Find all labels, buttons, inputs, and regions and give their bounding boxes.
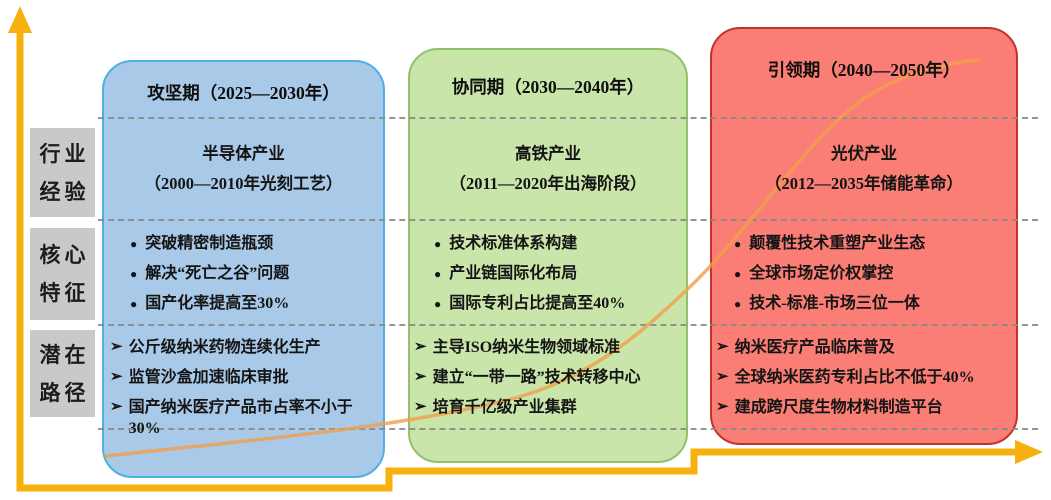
path-text: 主导ISO纳米生物领域标准 — [432, 339, 621, 356]
list-item: ● 国产化率提高至30% — [130, 293, 380, 315]
right-arrow-icon — [1015, 440, 1043, 464]
arrow-bullet-icon: ➢ — [716, 339, 729, 355]
bullet-dot-icon: ● — [734, 267, 742, 281]
row-label-line: 核心 — [39, 243, 90, 267]
list-item: ➢ 纳米医疗产品临床普及 — [716, 337, 1014, 358]
up-arrow-icon — [8, 6, 32, 33]
feature-text: 国际专利占比提高至40% — [449, 295, 626, 312]
experience-line: 高铁产业 — [515, 144, 581, 163]
list-item: ● 产业链国际化布局 — [434, 263, 682, 285]
path-text: 国产纳米医疗产品市占率不小于30% — [128, 399, 353, 437]
list-item: ● 解决“死亡之谷”问题 — [130, 263, 380, 285]
list-item: ● 技术-标准-市场三位一体 — [734, 293, 1014, 315]
experience-block-3: 光伏产业 （2012—2035年储能革命） — [710, 139, 1018, 199]
path-text: 全球纳米医药专利占比不低于40% — [734, 369, 975, 386]
feature-text: 技术标准体系构建 — [449, 235, 578, 252]
paths-list-1: ➢ 公斤级纳米药物连续化生产 ➢ 监管沙盒加速临床审批 ➢ 国产纳米医疗产品市占率不小… — [110, 337, 378, 448]
list-item: ● 全球市场定价权掌控 — [734, 263, 1014, 285]
row-label-line: 特征 — [39, 281, 90, 305]
list-item: ➢ 监管沙盒加速临床审批 — [110, 367, 378, 388]
experience-line: （2011—2020年出海阶段） — [449, 174, 647, 193]
experience-line: （2012—2035年储能革命） — [765, 174, 963, 193]
feature-text: 国产化率提高至30% — [145, 295, 290, 312]
bullet-dot-icon: ● — [434, 237, 442, 251]
experience-line: 光伏产业 — [831, 144, 897, 163]
list-item: ● 突破精密制造瓶颈 — [130, 233, 380, 255]
feature-text: 技术-标准-市场三位一体 — [749, 295, 920, 312]
bullet-dot-icon: ● — [130, 237, 138, 251]
row-separator-dashed — [98, 324, 1038, 326]
feature-text: 解决“死亡之谷”问题 — [145, 265, 290, 282]
arrow-bullet-icon: ➢ — [716, 399, 729, 415]
list-item: ➢ 培育千亿级产业集群 — [414, 397, 682, 418]
row-label-line: 经验 — [39, 179, 90, 204]
paths-list-2: ➢ 主导ISO纳米生物领域标准 ➢ 建立“一带一路”技术转移中心 ➢ 培育千亿级产业集… — [414, 337, 682, 427]
path-text: 监管沙盒加速临床审批 — [128, 369, 289, 386]
bullet-dot-icon: ● — [130, 267, 138, 281]
bullet-dot-icon: ● — [130, 297, 138, 311]
experience-block-2: 高铁产业 （2011—2020年出海阶段） — [408, 139, 688, 199]
feature-text: 突破精密制造瓶颈 — [145, 235, 274, 252]
row-label-line: 行业 — [39, 141, 90, 166]
features-list-1: ● 突破精密制造瓶颈 ● 解决“死亡之谷”问题 ● 国产化率提高至30% — [130, 233, 380, 323]
list-item: ➢ 国产纳米医疗产品市占率不小于30% — [110, 397, 378, 439]
list-item: ● 国际专利占比提高至40% — [434, 293, 682, 315]
list-item: ➢ 主导ISO纳米生物领域标准 — [414, 337, 682, 358]
phase-title-2: 协同期（2030—2040年） — [451, 77, 645, 97]
features-list-3: ● 颠覆性技术重塑产业生态 ● 全球市场定价权掌控 ● 技术-标准-市场三位一体 — [734, 233, 1014, 323]
path-text: 纳米医疗产品临床普及 — [734, 339, 895, 356]
path-text: 建立“一带一路”技术转移中心 — [432, 369, 641, 386]
path-text: 培育千亿级产业集群 — [432, 399, 577, 416]
bullet-dot-icon: ● — [734, 297, 742, 311]
arrow-bullet-icon: ➢ — [414, 399, 427, 415]
paths-list-3: ➢ 纳米医疗产品临床普及 ➢ 全球纳米医药专利占比不低于40% ➢ 建成跨尺度生物材料… — [716, 337, 1014, 427]
list-item: ➢ 公斤级纳米药物连续化生产 — [110, 337, 378, 358]
feature-text: 全球市场定价权掌控 — [749, 265, 894, 282]
arrow-bullet-icon: ➢ — [414, 339, 427, 355]
list-item: ● 颠覆性技术重塑产业生态 — [734, 233, 1014, 255]
list-item: ➢ 建立“一带一路”技术转移中心 — [414, 367, 682, 388]
row-separator-dashed — [98, 117, 1038, 119]
arrow-bullet-icon: ➢ — [110, 339, 123, 355]
features-list-2: ● 技术标准体系构建 ● 产业链国际化布局 ● 国际专利占比提高至40% — [434, 233, 682, 323]
feature-text: 产业链国际化布局 — [449, 265, 578, 282]
list-item: ➢ 建成跨尺度生物材料制造平台 — [716, 397, 1014, 418]
row-label-line: 路径 — [39, 380, 90, 405]
feature-text: 颠覆性技术重塑产业生态 — [749, 235, 926, 252]
row-label-industry-experience: 行业 经验 — [30, 128, 95, 217]
bullet-dot-icon: ● — [734, 237, 742, 251]
bullet-dot-icon: ● — [434, 267, 442, 281]
arrow-bullet-icon: ➢ — [110, 369, 123, 385]
path-text: 公斤级纳米药物连续化生产 — [128, 339, 321, 356]
experience-block-1: 半导体产业 （2000—2010年光刻工艺） — [102, 139, 385, 199]
bullet-dot-icon: ● — [434, 297, 442, 311]
phase-title-1: 攻坚期（2025—2030年） — [147, 83, 340, 103]
arrow-bullet-icon: ➢ — [716, 369, 729, 385]
row-label-potential-paths: 潜在 路径 — [30, 330, 95, 417]
path-text: 建成跨尺度生物材料制造平台 — [734, 399, 943, 416]
phase-title-3: 引领期（2040—2050年） — [767, 60, 961, 80]
row-label-core-features: 核心 特征 — [30, 228, 95, 320]
row-separator-dashed — [98, 219, 1038, 221]
list-item: ➢ 全球纳米医药专利占比不低于40% — [716, 367, 1014, 388]
experience-line: （2000—2010年光刻工艺） — [144, 174, 343, 193]
arrow-bullet-icon: ➢ — [110, 399, 123, 415]
experience-line: 半导体产业 — [202, 144, 285, 163]
list-item: ● 技术标准体系构建 — [434, 233, 682, 255]
arrow-bullet-icon: ➢ — [414, 369, 427, 385]
row-label-line: 潜在 — [39, 342, 90, 367]
